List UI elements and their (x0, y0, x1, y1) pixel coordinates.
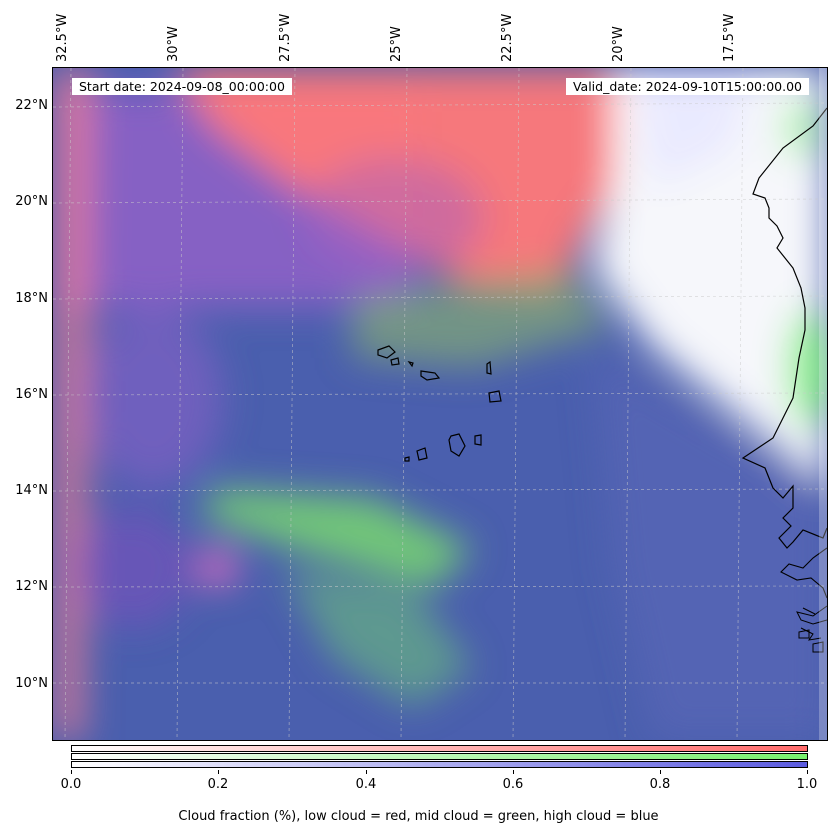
cape-verde-islands (377, 345, 502, 462)
coastline-gambia (780, 547, 827, 599)
colorbar-tick-0-8: 0.8 (649, 777, 671, 792)
colorbar-tick-0-4: 0.4 (355, 777, 377, 792)
colorbar-tickmark (807, 770, 808, 774)
lat-label-18n: 18°N (15, 291, 48, 306)
coastline-guinea-bissau (796, 605, 827, 641)
lat-label-14n: 14°N (15, 483, 48, 498)
colorbar (71, 745, 808, 770)
colorbar-label: Cloud fraction (%), low cloud = red, mid… (178, 809, 659, 824)
lon-label-17-5w: 17.5°W (722, 13, 737, 62)
lon-label-22-5w: 22.5°W (500, 13, 515, 62)
lat-label-22n: 22°N (15, 98, 48, 113)
africa-coastline (741, 107, 827, 549)
start-date-label: Start date: 2024-09-08_00:00:00 (72, 78, 292, 95)
colorbar-low-cloud (71, 745, 808, 752)
colorbar-tickmark (218, 770, 219, 774)
colorbar-mid-cloud (71, 753, 808, 760)
colorbar-tickmark (513, 770, 514, 774)
valid-date-label: Valid_date: 2024-09-10T15:00:00.00 (565, 78, 809, 95)
lon-label-25w: 25°W (389, 26, 404, 62)
colorbar-tick-0-0: 0.0 (60, 777, 82, 792)
lat-label-10n: 10°N (15, 676, 48, 691)
gridlines (53, 68, 827, 740)
lon-label-20w: 20°W (611, 26, 626, 62)
lon-label-32-5w: 32.5°W (55, 13, 70, 62)
colorbar-tick-1-0: 1.0 (796, 777, 818, 792)
colorbar-tick-0-2: 0.2 (207, 777, 229, 792)
map-canvas (53, 68, 827, 740)
lat-label-20n: 20°N (15, 194, 48, 209)
bijagos-islands (798, 629, 824, 653)
colorbar-high-cloud (71, 761, 808, 768)
colorbar-tick-0-6: 0.6 (502, 777, 524, 792)
cloud-layers (53, 68, 827, 740)
colorbar-tickmark (366, 770, 367, 774)
colorbar-tickmark (660, 770, 661, 774)
cloud-fraction-map[interactable]: Start date: 2024-09-08_00:00:00 Valid_da… (52, 67, 828, 741)
lon-label-27-5w: 27.5°W (278, 13, 293, 62)
lat-label-12n: 12°N (15, 579, 48, 594)
colorbar-tickmark (71, 770, 72, 774)
lat-label-16n: 16°N (15, 387, 48, 402)
lon-label-30w: 30°W (166, 26, 181, 62)
